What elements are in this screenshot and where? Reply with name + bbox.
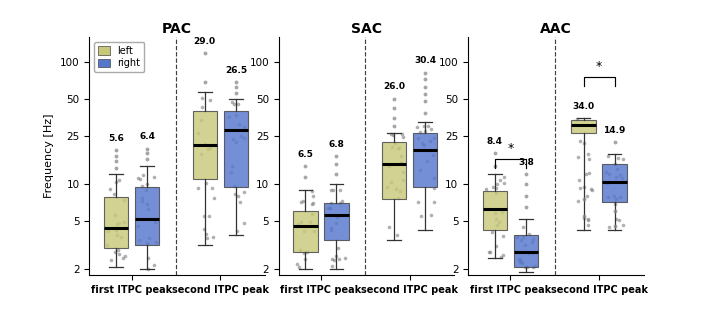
- Text: 30.4: 30.4: [414, 56, 436, 65]
- Text: *: *: [507, 142, 513, 155]
- Text: 34.0: 34.0: [573, 102, 595, 111]
- Text: 26.0: 26.0: [383, 82, 405, 91]
- FancyBboxPatch shape: [293, 211, 317, 252]
- Text: 8.4: 8.4: [487, 137, 503, 146]
- FancyBboxPatch shape: [603, 164, 627, 201]
- FancyBboxPatch shape: [325, 203, 349, 240]
- Text: *: *: [596, 60, 602, 73]
- FancyBboxPatch shape: [135, 187, 159, 244]
- Text: 6.4: 6.4: [139, 132, 155, 141]
- FancyBboxPatch shape: [413, 133, 438, 187]
- Text: 29.0: 29.0: [194, 37, 216, 46]
- Y-axis label: Frequency [Hz]: Frequency [Hz]: [44, 114, 54, 198]
- FancyBboxPatch shape: [571, 120, 596, 133]
- FancyBboxPatch shape: [382, 142, 406, 199]
- FancyBboxPatch shape: [513, 235, 538, 267]
- Text: 14.9: 14.9: [603, 126, 626, 135]
- Text: 3.8: 3.8: [518, 158, 534, 167]
- FancyBboxPatch shape: [483, 191, 507, 230]
- Title: SAC: SAC: [351, 22, 382, 36]
- Text: 26.5: 26.5: [225, 66, 247, 75]
- FancyBboxPatch shape: [104, 197, 128, 248]
- Text: 6.5: 6.5: [297, 150, 313, 159]
- Legend: left, right: left, right: [94, 42, 144, 72]
- Title: AAC: AAC: [540, 22, 572, 36]
- FancyBboxPatch shape: [224, 111, 248, 187]
- Text: 6.8: 6.8: [328, 140, 345, 149]
- FancyBboxPatch shape: [192, 111, 217, 179]
- Text: 5.6: 5.6: [108, 134, 124, 143]
- Title: PAC: PAC: [162, 22, 192, 36]
